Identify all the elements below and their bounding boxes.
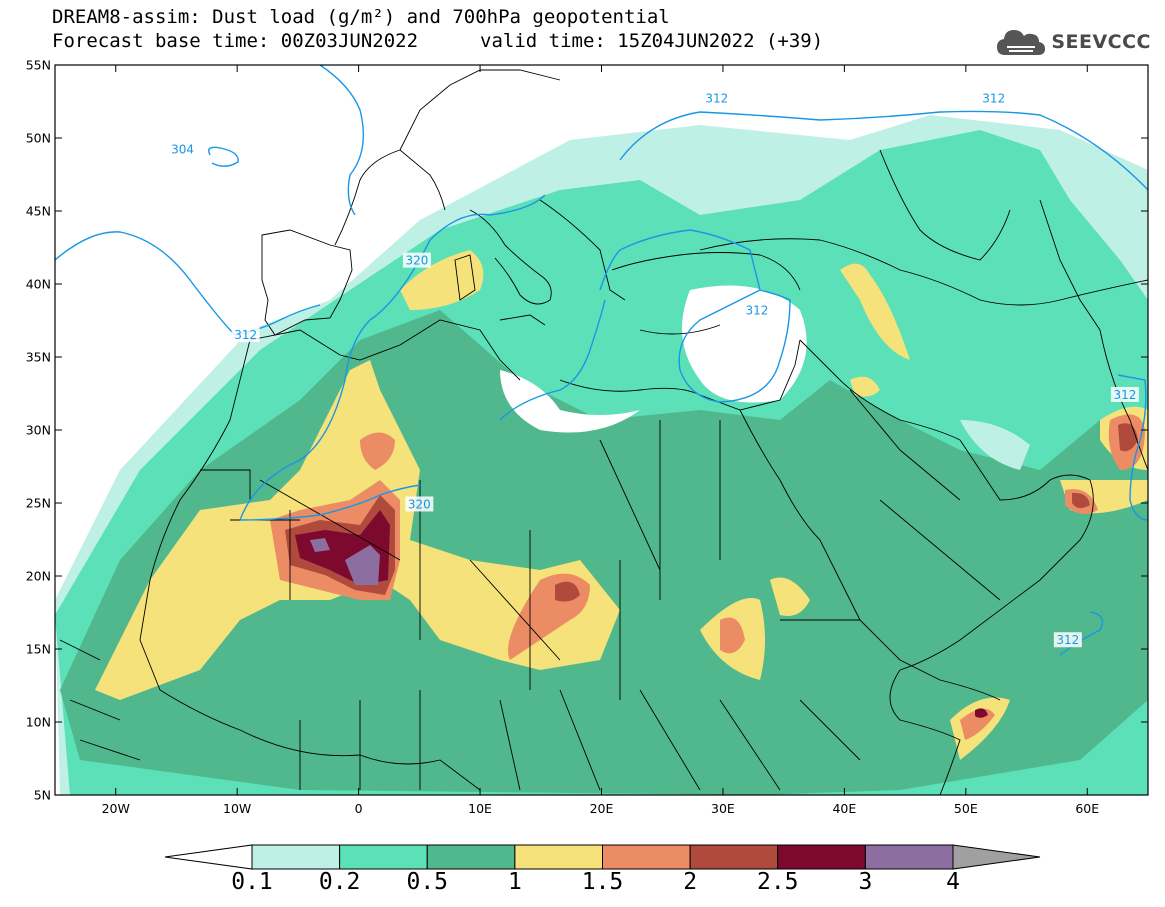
colorbar-under-arrow <box>164 844 253 870</box>
map-title: DREAM8-assim: Dust load (g/m²) and 700hP… <box>52 6 670 28</box>
colorbar-segment <box>864 844 954 870</box>
lat-tick-label: 10N <box>26 715 51 730</box>
lat-tick-label: 50N <box>26 131 51 146</box>
contour-label-bg <box>1053 632 1082 648</box>
colorbar: 0.1 0.2 0.5 1 1.5 2 2.5 3 4 <box>164 844 1041 895</box>
colorbar-segment <box>602 844 691 870</box>
lon-tick-label: 0 <box>355 801 363 816</box>
lon-tick-label: 20W <box>102 801 130 816</box>
colorbar-segment <box>514 844 603 870</box>
lon-tick-label: 60E <box>1075 801 1099 816</box>
colorbar-over-arrow <box>952 844 1041 870</box>
forecast-base-time: Forecast base time: 00Z03JUN2022 <box>52 30 419 52</box>
dust-level-3 <box>310 538 330 552</box>
contour-labels: 304 312 320 312 312 312 320 312 312 <box>168 90 1139 648</box>
contour-label: 312 <box>705 92 728 106</box>
colorbar-label: 1.5 <box>582 869 624 895</box>
cloud-logo-icon <box>997 30 1046 55</box>
lat-tick-label: 30N <box>26 423 51 438</box>
colorbar-segment <box>689 844 779 870</box>
lat-tick-label: 25N <box>26 496 51 511</box>
colorbar-segment <box>777 844 866 870</box>
contour-label-bg <box>405 496 434 512</box>
lat-tick-label: 55N <box>26 58 51 73</box>
contour-label: 312 <box>1113 388 1136 402</box>
contour-label: 312 <box>234 328 257 342</box>
lon-tick-label: 20E <box>590 801 614 816</box>
valid-time: valid time: 15Z04JUN2022 (+39) <box>480 30 824 52</box>
coastlines <box>59 69 1148 795</box>
lat-tick-label: 15N <box>26 642 51 657</box>
lon-tick-label: 10E <box>468 801 492 816</box>
lon-tick-label: 30E <box>711 801 735 816</box>
seevccc-logo: SEEVCCC <box>995 24 1151 60</box>
colorbar-segment <box>251 844 341 870</box>
colorbar-segment <box>426 844 516 870</box>
contour-label: 304 <box>171 143 194 157</box>
axis-ticks: 20W 10W 0 10E 20E 30E 40E 50E 60E 55N 50N 45N 40N 35N… <box>26 58 1148 816</box>
lon-tick-label: 50E <box>954 801 978 816</box>
colorbar-label: 0.2 <box>319 869 361 895</box>
colorbar-label: 2.5 <box>757 869 799 895</box>
contour-label-bg <box>979 90 1008 106</box>
map-subtitle: Forecast base time: 00Z03JUN2022 valid ti… <box>52 30 823 52</box>
contour-label-bg <box>702 90 731 106</box>
colorbar-label: 0.5 <box>406 869 448 895</box>
colorbar-label: 1 <box>508 869 522 895</box>
lat-tick-label: 20N <box>26 569 51 584</box>
dust-load-field <box>55 65 1148 795</box>
lat-tick-label: 45N <box>26 204 51 219</box>
lon-tick-label: 40E <box>832 801 856 816</box>
contour-label-bg <box>1110 386 1139 402</box>
colorbar-label: 4 <box>946 869 960 895</box>
colorbar-segment <box>339 844 428 870</box>
geopotential-contours <box>55 65 1148 656</box>
contour-label: 320 <box>408 497 431 511</box>
lon-tick-label: 10W <box>223 801 251 816</box>
contour-label-bg <box>231 327 260 343</box>
lat-tick-label: 40N <box>26 277 51 292</box>
contour-label: 312 <box>1056 633 1079 647</box>
lat-tick-label: 5N <box>34 788 51 803</box>
colorbar-label: 2 <box>683 869 697 895</box>
contour-label-bg <box>402 252 431 268</box>
colorbar-label: 3 <box>858 869 872 895</box>
lat-tick-label: 35N <box>26 350 51 365</box>
colorbar-label: 0.1 <box>231 869 273 895</box>
contour-label: 312 <box>982 92 1005 106</box>
contour-label: 320 <box>405 254 428 268</box>
contour-label: 312 <box>745 303 768 317</box>
logo-text: SEEVCCC <box>1051 31 1151 53</box>
contour-label-bg <box>742 302 771 318</box>
contour-label-bg <box>168 141 197 157</box>
